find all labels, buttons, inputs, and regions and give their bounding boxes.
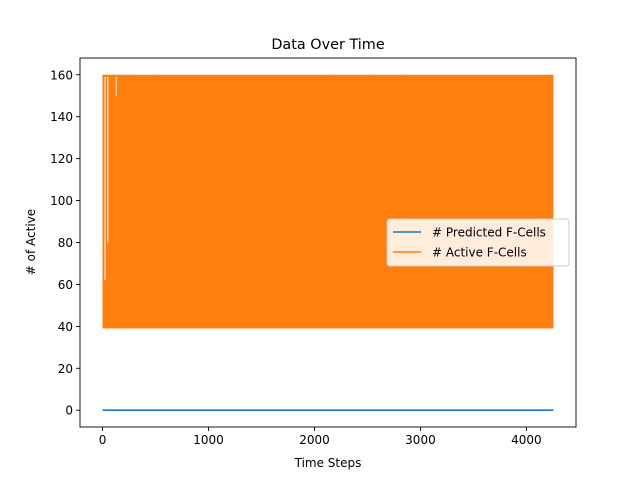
x-tick-label-4000: 4000	[511, 433, 542, 447]
legend-box	[386, 218, 570, 267]
y-tick-label-80: 80	[58, 236, 73, 250]
chart-title: Data Over Time	[271, 37, 384, 53]
x-tick-label-1000: 1000	[193, 433, 224, 447]
y-tick-label-120: 120	[50, 152, 73, 166]
y-tick-label-20: 20	[58, 362, 73, 376]
y-tick-label-0: 0	[65, 404, 73, 418]
legend: # Predicted F-Cells # Active F-Cells	[386, 218, 570, 267]
legend-label-0: # Predicted F-Cells	[432, 226, 546, 240]
x-tick-label-2000: 2000	[299, 433, 330, 447]
y-tick-label-60: 60	[58, 278, 73, 292]
x-tick-label-3000: 3000	[405, 433, 436, 447]
x-tick-label-0: 0	[99, 433, 107, 447]
series-active-f-cells	[102, 74, 554, 329]
y-tick-label-140: 140	[50, 110, 73, 124]
y-tick-label-40: 40	[58, 320, 73, 334]
y-axis-label: # of Active	[24, 209, 38, 275]
y-tick-label-100: 100	[50, 194, 73, 208]
x-axis-label: Time Steps	[294, 456, 362, 470]
legend-label-1: # Active F-Cells	[432, 246, 527, 260]
plot-area: 0 1000 2000 3000 4000 0 20 40 60 80 100 120 140 160	[50, 57, 577, 447]
y-tick-label-160: 160	[50, 68, 73, 82]
